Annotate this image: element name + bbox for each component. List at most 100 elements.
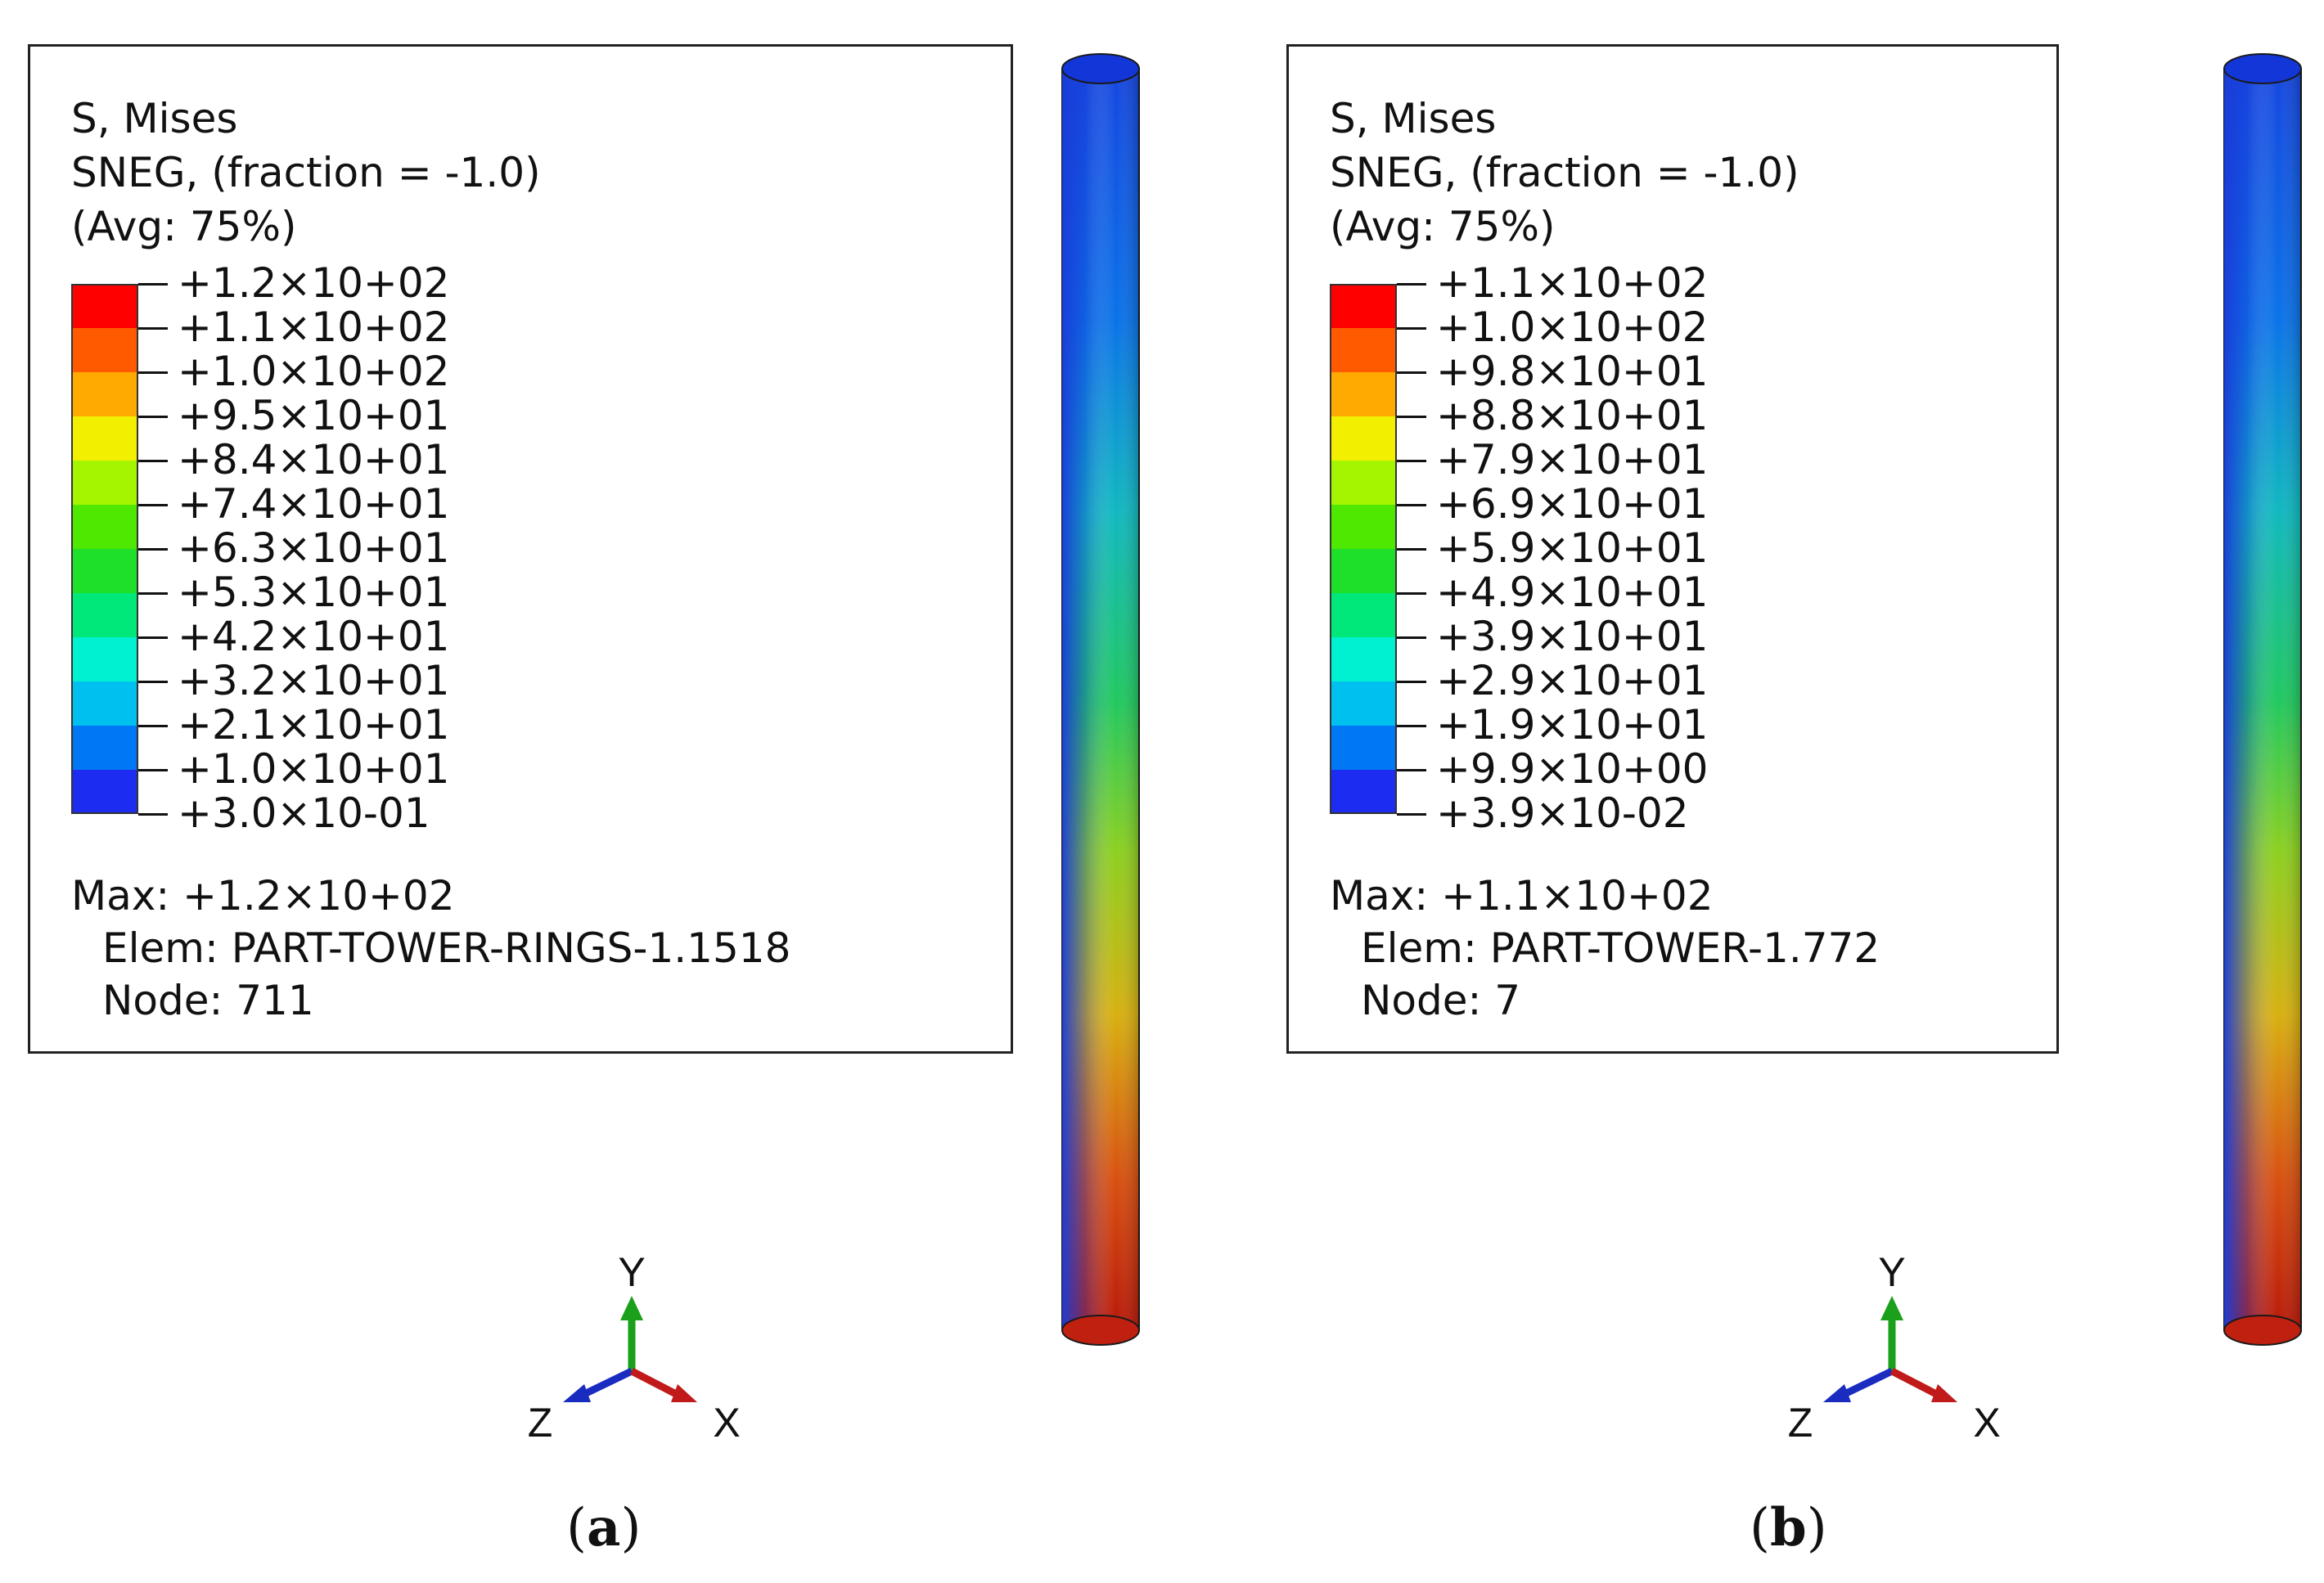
axis-y-head [620, 1296, 643, 1320]
scale-swatch [1331, 593, 1397, 637]
scale-label: +9.5×10+01 [178, 392, 450, 439]
max-value: Max: +1.1×10+02 [1330, 872, 1714, 920]
scale-label: +3.9×10-02 [1436, 789, 1689, 837]
scale-swatch [73, 372, 138, 416]
scale-tick [1397, 283, 1426, 286]
max-element: Elem: PART-TOWER-RINGS-1.1518 [102, 924, 791, 972]
tube-top-opening [1061, 53, 1140, 84]
tube-shading [1062, 69, 1139, 1330]
scale-tick [138, 636, 168, 639]
scale-label: +5.3×10+01 [178, 569, 450, 616]
scale-tick [138, 460, 168, 462]
axis-x-label: X [1973, 1400, 2000, 1446]
scale-label: +1.0×10+02 [178, 348, 450, 395]
axis-y-label: Y [618, 1249, 645, 1295]
scale-label: +8.4×10+01 [178, 436, 450, 483]
scale-label: +6.3×10+01 [178, 524, 450, 572]
axis-z-arrow [1840, 1367, 1894, 1400]
axis-x-arrow [1889, 1368, 1942, 1399]
scale-swatch [1331, 726, 1397, 770]
scale-swatch [73, 726, 138, 770]
scale-tick [138, 592, 168, 595]
scale-swatch [1331, 505, 1397, 549]
scale-swatch [1331, 328, 1397, 372]
legend-title: S, Mises [1330, 95, 1497, 142]
legend-box: S, Mises SNEG, (fraction = -1.0) (Avg: 7… [1286, 44, 2059, 1054]
scale-label: +3.9×10+01 [1436, 613, 1709, 660]
scale-tick [138, 548, 168, 551]
scale-tick [1397, 416, 1426, 418]
legend-averaging: (Avg: 75%) [71, 203, 297, 250]
scale-swatch [1331, 770, 1397, 814]
scale-frame [1330, 284, 1397, 814]
scale-label: +1.9×10+01 [1436, 701, 1709, 749]
scale-frame [71, 284, 138, 814]
scale-tick [1397, 371, 1426, 374]
panel-caption: (b) [1750, 1497, 1827, 1558]
scale-label: +9.9×10+00 [1436, 745, 1709, 793]
axis-z-label: Z [528, 1400, 553, 1446]
scale-label: +3.0×10-01 [178, 789, 430, 837]
axis-x-head [671, 1384, 697, 1402]
scale-label: +1.0×10+01 [178, 745, 450, 793]
scale-tick [138, 416, 168, 418]
legend-subtitle: SNEG, (fraction = -1.0) [1330, 149, 1799, 196]
scale-tick [1397, 681, 1426, 683]
axis-x-label: X [713, 1400, 740, 1446]
scale-tick [1397, 460, 1426, 462]
scale-tick [138, 769, 168, 771]
panel-a: S, Mises SNEG, (fraction = -1.0) (Avg: 7… [28, 44, 1140, 1558]
coordinate-triad: Y Z X [528, 1249, 741, 1446]
max-value: Max: +1.2×10+02 [71, 872, 455, 920]
scale-label: +9.8×10+01 [1436, 348, 1709, 395]
scale-tick [138, 283, 168, 286]
scale-tick [1397, 504, 1426, 506]
scale-label: +2.9×10+01 [1436, 657, 1709, 704]
scale-label: +8.8×10+01 [1436, 392, 1709, 439]
axis-x-head [1931, 1384, 1957, 1402]
scale-swatch [1331, 416, 1397, 461]
axis-y-label: Y [1878, 1249, 1905, 1295]
scale-swatch [73, 461, 138, 505]
scale-label: +4.9×10+01 [1436, 569, 1709, 616]
scale-label: +5.9×10+01 [1436, 524, 1709, 572]
scale-label: +6.9×10+01 [1436, 480, 1709, 528]
legend-subtitle: SNEG, (fraction = -1.0) [71, 149, 541, 196]
scale-label: +4.2×10+01 [178, 613, 450, 660]
scale-swatch [73, 284, 138, 328]
axis-z-label: Z [1788, 1400, 1813, 1446]
scale-label: +2.1×10+01 [178, 701, 450, 749]
tube-bottom-edge [2223, 1315, 2302, 1346]
tube-shading [2224, 69, 2301, 1330]
axis-z-head [563, 1384, 591, 1402]
scale-tick [1397, 725, 1426, 727]
max-element: Elem: PART-TOWER-1.772 [1361, 924, 1880, 972]
scale-label: +7.9×10+01 [1436, 436, 1709, 483]
panel-b: S, Mises SNEG, (fraction = -1.0) (Avg: 7… [1260, 0, 2324, 1583]
scale-tick [1397, 813, 1426, 816]
scale-label: +1.1×10+02 [178, 304, 450, 351]
caption-letter: b [1769, 1497, 1807, 1558]
scale-swatch [73, 505, 138, 549]
scale-swatch [73, 770, 138, 814]
scale-label: +1.0×10+02 [1436, 304, 1709, 351]
legend-title: S, Mises [71, 95, 238, 142]
scale-tick [1397, 327, 1426, 330]
scale-label: +1.2×10+02 [178, 259, 450, 307]
scale-swatch [73, 637, 138, 681]
scale-swatch [1331, 461, 1397, 505]
scale-tick [138, 813, 168, 816]
max-node: Node: 711 [102, 977, 314, 1024]
scale-tick [138, 725, 168, 727]
scale-tick [1397, 636, 1426, 639]
tower-stress-contour [2223, 53, 2302, 1346]
scale-swatch [73, 328, 138, 372]
legend-box: S, Mises SNEG, (fraction = -1.0) (Avg: 7… [28, 44, 1013, 1054]
axis-z-arrow [579, 1367, 633, 1400]
tube-top-opening [2223, 53, 2302, 84]
tower-stress-contour [1061, 53, 1140, 1346]
axis-y-head [1880, 1296, 1903, 1320]
scale-swatch [1331, 372, 1397, 416]
scale-swatch [1331, 284, 1397, 328]
scale-swatch [1331, 637, 1397, 681]
